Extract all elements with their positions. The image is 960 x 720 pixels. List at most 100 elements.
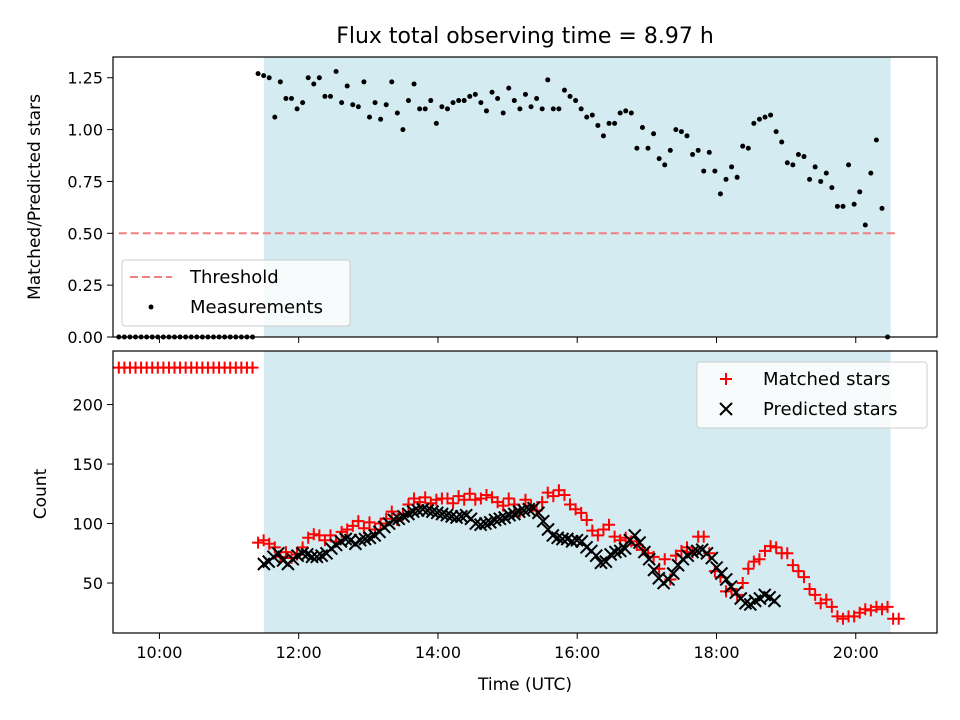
bottom-y-tick-label: 50 [83, 574, 103, 593]
measurement-point [433, 120, 439, 126]
top-panel: 0.00 0.25 0.50 0.75 1.00 1.25 Flux total obse… [25, 24, 938, 347]
measurement-point [628, 110, 634, 116]
matched-star-point [246, 361, 259, 374]
matched-star-point [697, 530, 710, 543]
matched-star-point [781, 547, 794, 560]
measurement-point [389, 79, 395, 85]
predicted-legend-marker [719, 402, 733, 416]
top-legend-box [121, 259, 351, 327]
measurement-point [617, 110, 623, 116]
matched-star-point [558, 488, 571, 501]
measurement-point [339, 100, 345, 106]
measurement-point [500, 110, 506, 116]
bottom-y-tick-label: 200 [72, 396, 103, 415]
measurement-point [840, 203, 846, 209]
measurement-point [751, 120, 757, 126]
top-y-tick-label: 0.25 [67, 276, 103, 295]
x-tick-label: 16:00 [554, 643, 600, 662]
x-axis-label: Time (UTC) [477, 675, 572, 695]
predicted-star-point [531, 506, 546, 520]
matched-star-point [747, 555, 760, 568]
top-y-tick-label: 0.00 [67, 328, 103, 347]
measurement-point [684, 133, 690, 139]
matched-star-point [736, 577, 749, 590]
measurement-point [612, 120, 618, 126]
measurement-point [283, 95, 289, 101]
measurement-point [550, 106, 556, 112]
matched-star-point [764, 540, 777, 553]
matched-star-point [502, 492, 515, 505]
predicted-star-point [589, 548, 603, 563]
measurement-point [405, 98, 411, 104]
x-tick-label: 20:00 [833, 643, 879, 662]
predicted-star-point [387, 513, 401, 527]
measurement-point [439, 104, 445, 110]
bottom-tick-marks: 50 100 150 200 10:00 12:00 14:00 16:00 18:00 20:0… [72, 396, 878, 662]
measurement-point [784, 160, 790, 166]
measurement-point [701, 168, 707, 174]
measurement-point [873, 137, 879, 143]
measurement-point [589, 112, 595, 118]
predicted-star-point [271, 546, 286, 560]
predicted-star-point [310, 550, 324, 564]
measurement-point [734, 174, 740, 180]
matched-star-point [825, 600, 838, 613]
matched-star-point [836, 612, 849, 625]
top-y-tick-label: 0.50 [67, 224, 103, 243]
measurement-point [316, 75, 322, 81]
measurement-point [834, 203, 840, 209]
measurement-point [378, 116, 384, 122]
measurement-point [678, 129, 684, 135]
bottom-legend-box [696, 361, 928, 429]
predicted-star-point [570, 533, 584, 547]
measurement-point [272, 114, 278, 120]
matched-star-point [820, 593, 833, 606]
matched-star-point [742, 562, 755, 575]
measurement-point [288, 95, 294, 101]
top-y-axis-label: Matched/Predicted stars [25, 94, 45, 300]
predicted-star-point [295, 546, 310, 560]
measurement-point [818, 178, 824, 184]
measurement-point [573, 98, 579, 104]
measurement-point [305, 75, 311, 81]
measurement-point [745, 145, 751, 151]
measurement-point [651, 131, 657, 137]
measurement-point [807, 176, 813, 182]
measurement-point [706, 149, 712, 155]
measurement-point [578, 106, 584, 112]
measurement-point [517, 106, 523, 112]
measurement-point [350, 102, 356, 108]
x-tick-label: 12:00 [276, 643, 322, 662]
measurement-point [383, 102, 389, 108]
measurement-point [355, 104, 361, 110]
matched-star-point [385, 505, 398, 518]
matched-star-point [268, 541, 281, 554]
matched-legend-label: Matched stars [763, 369, 890, 390]
measurement-point [372, 100, 378, 106]
predicted-star-point [517, 503, 531, 518]
predicted-star-point [353, 533, 367, 547]
predicted-star-point [469, 516, 483, 531]
measurement-point [411, 81, 417, 87]
matched-star-point [463, 487, 476, 500]
measurement-point [656, 156, 662, 162]
predicted-star-point [512, 504, 526, 519]
predicted-star-point [406, 504, 420, 519]
predicted-star-point [430, 506, 444, 520]
predicted-star-point [705, 551, 719, 565]
measurement-point [773, 129, 779, 135]
measurement-point [829, 185, 835, 191]
matched-star-point [469, 493, 482, 506]
measurement-point [712, 168, 718, 174]
measurements-legend-marker [148, 304, 154, 310]
measurement-point [522, 91, 528, 97]
measurement-point [868, 170, 874, 176]
measurement-point [567, 93, 573, 99]
measurement-point [478, 100, 484, 106]
measurement-point [812, 164, 818, 170]
measurement-points [116, 69, 891, 340]
measurement-point [556, 106, 562, 112]
top-plot-frame [112, 56, 938, 338]
measurement-point [545, 77, 551, 83]
predicted-points [257, 501, 782, 612]
